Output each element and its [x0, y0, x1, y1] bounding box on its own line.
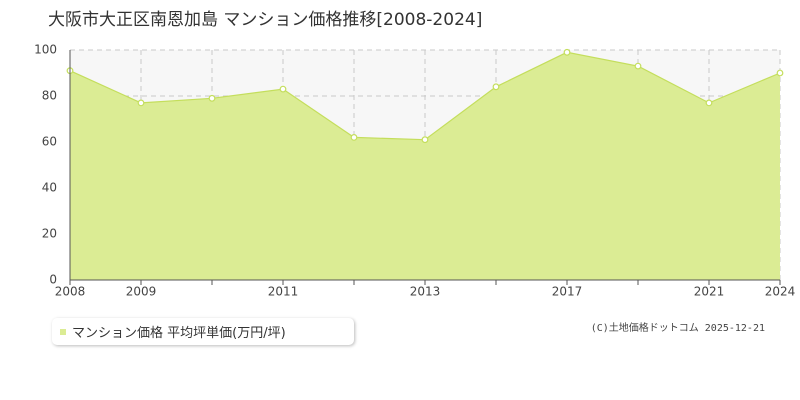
point — [137, 99, 145, 107]
point — [350, 133, 358, 141]
y-tick-label: 0 — [49, 273, 57, 287]
point — [563, 48, 571, 56]
point — [492, 83, 500, 91]
x-tick-label: 2017 — [552, 285, 583, 299]
y-tick-label: 100 — [34, 43, 57, 57]
legend: マンション価格 平均坪単価(万円/坪) — [52, 318, 354, 345]
point — [776, 69, 784, 77]
x-tick-label: 2008 — [55, 285, 86, 299]
x-tick-label: 2009 — [126, 285, 157, 299]
point — [634, 62, 642, 70]
credit: (C)土地価格ドットコム 2025-12-21 — [590, 323, 765, 334]
chart: 大阪市大正区南恩加島 マンション価格推移[2008-2024] 0 20 40 60 8… — [34, 10, 796, 299]
point — [279, 85, 287, 93]
legend-swatch — [60, 328, 66, 335]
area — [70, 52, 780, 280]
point — [421, 136, 429, 144]
x-tick-label: 2011 — [268, 285, 299, 299]
y-tick-label: 80 — [42, 89, 57, 103]
x-tick-label: 2021 — [694, 285, 725, 299]
y-tick-label: 60 — [42, 135, 57, 149]
chart-title: 大阪市大正区南恩加島 マンション価格推移[2008-2024] — [48, 10, 482, 30]
legend-label: マンション価格 平均坪単価(万円/坪) — [72, 326, 286, 341]
x-tick-label: 2024 — [765, 285, 796, 299]
x-tick-label: 2013 — [410, 285, 441, 299]
y-tick-label: 20 — [42, 227, 57, 241]
point — [208, 94, 216, 102]
y-tick-label: 40 — [42, 181, 57, 195]
point — [705, 99, 713, 107]
